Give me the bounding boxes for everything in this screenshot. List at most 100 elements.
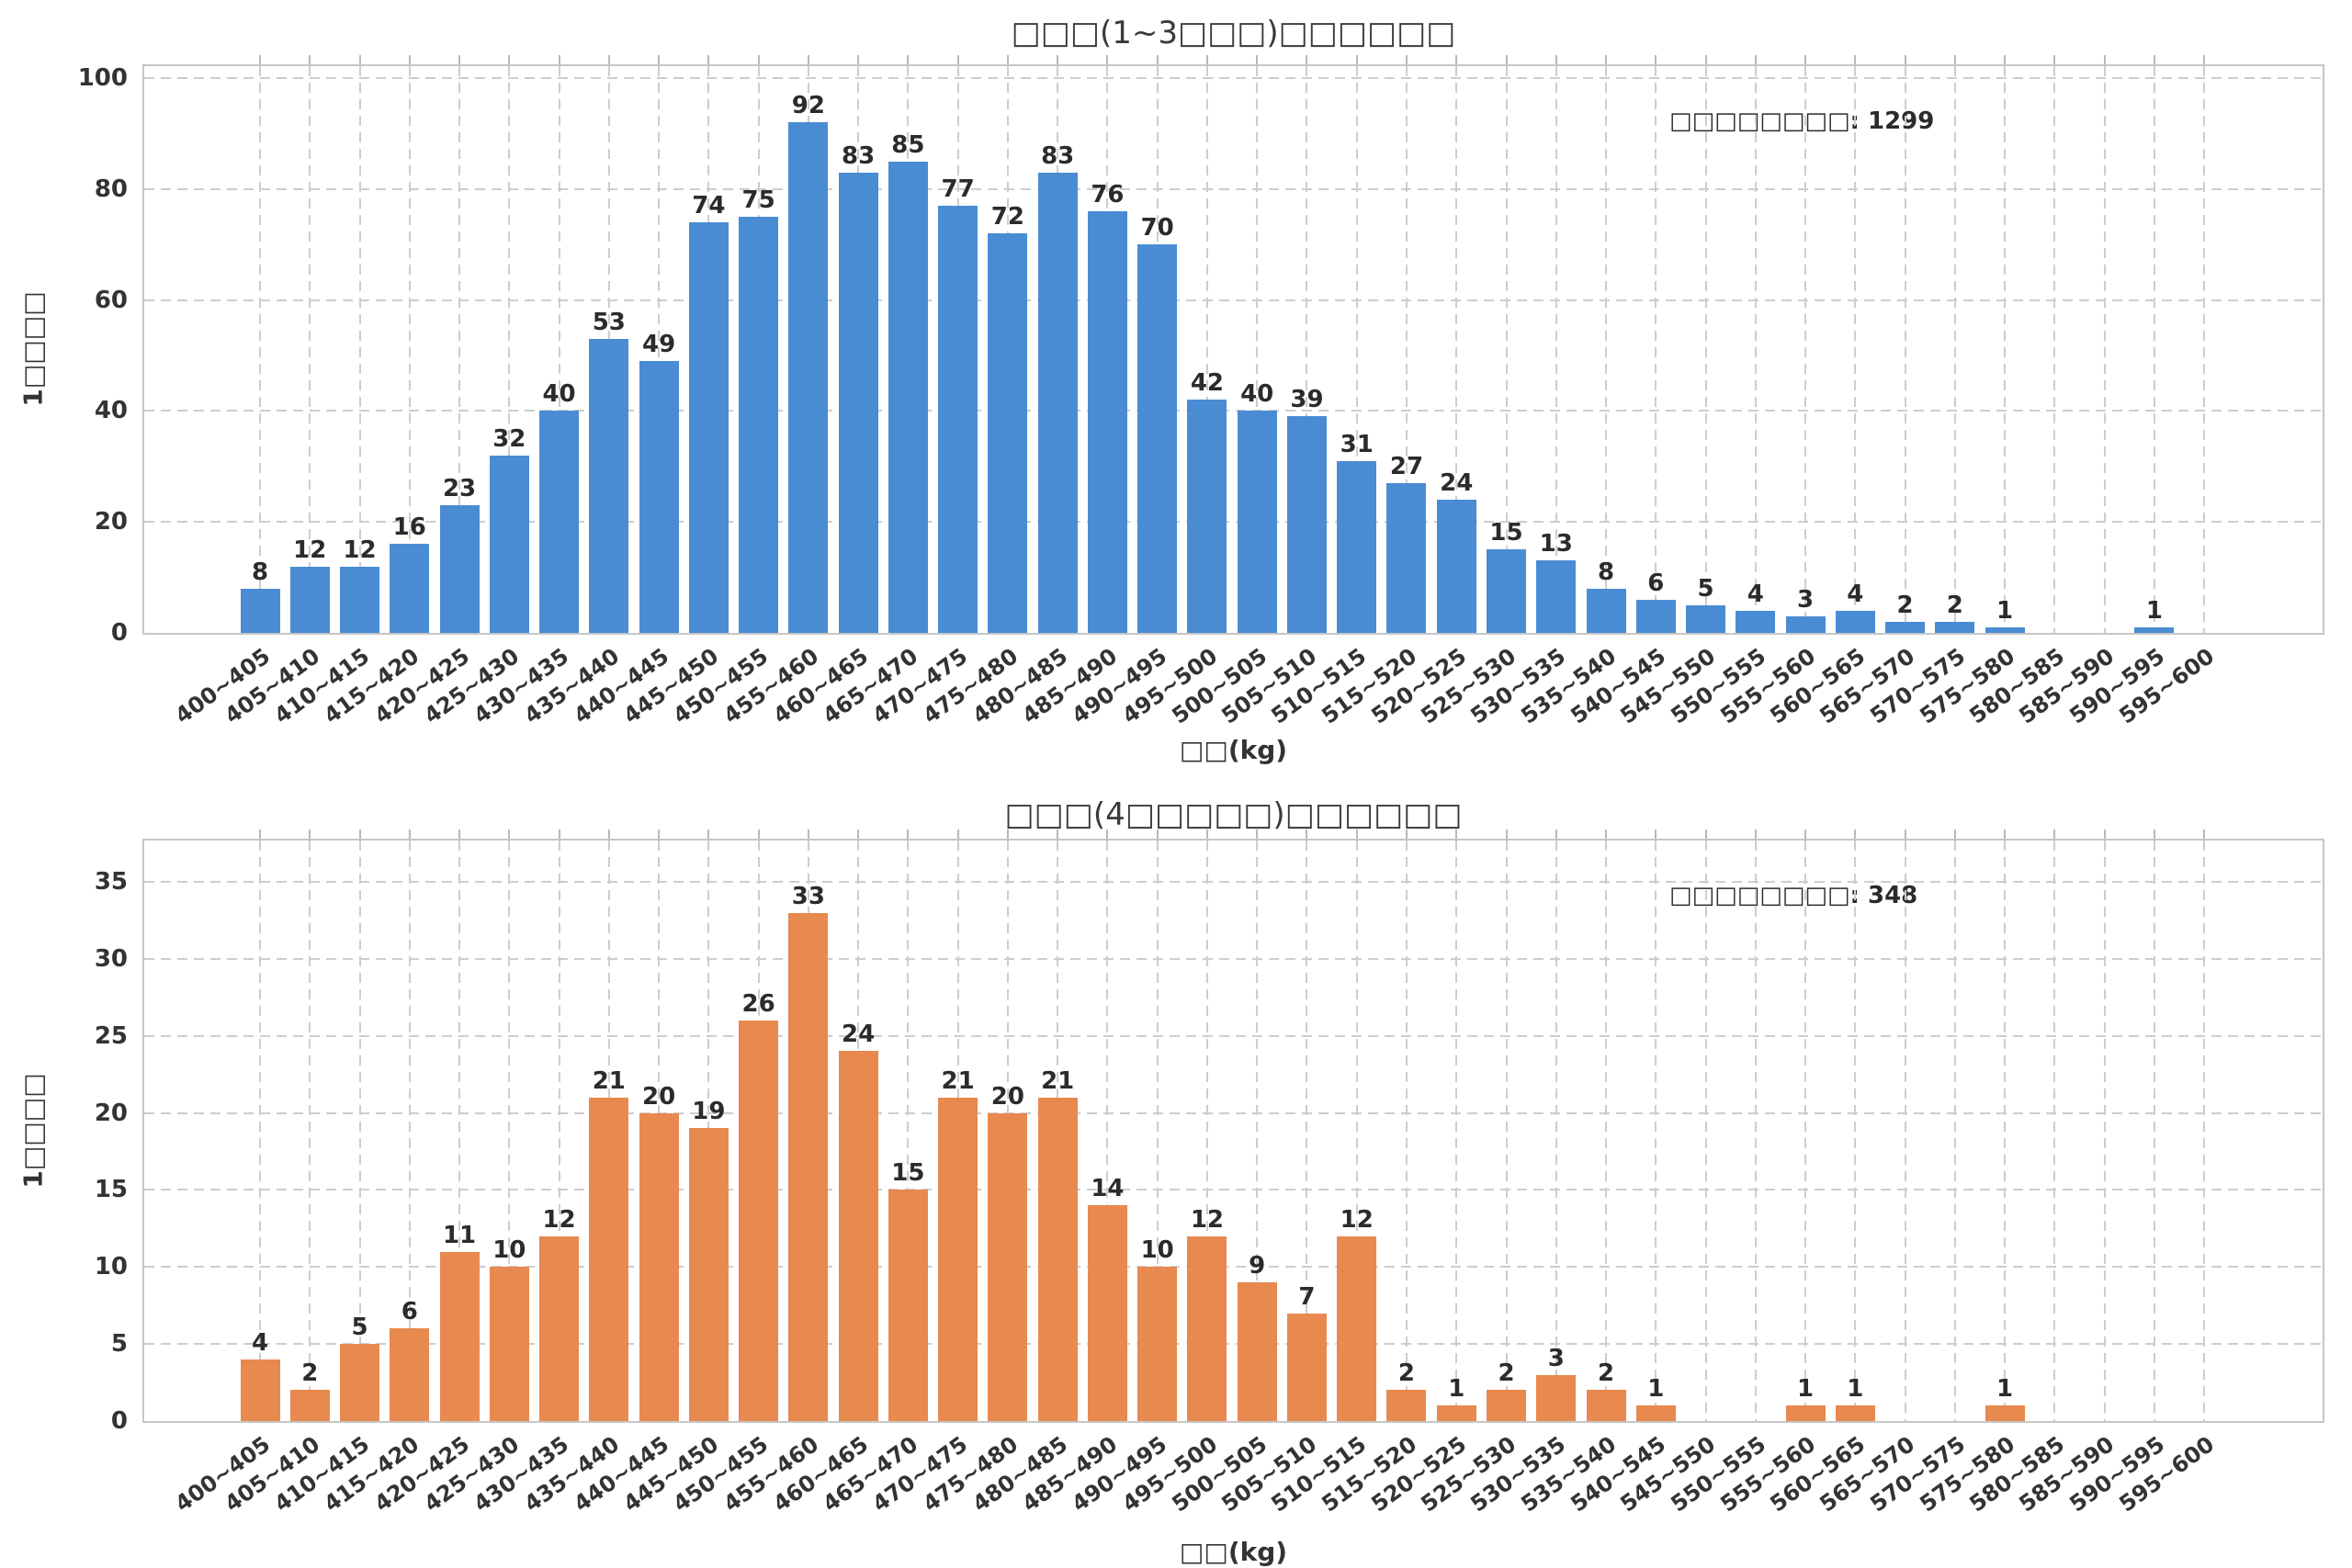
x-tick-mark bbox=[1205, 829, 1208, 839]
x-tick-mark bbox=[1804, 829, 1807, 839]
gridline-vertical bbox=[508, 840, 511, 1421]
x-tick-mark bbox=[1904, 829, 1906, 839]
bar-value-label: 12 bbox=[542, 1205, 576, 1234]
gridline-horizontal bbox=[144, 299, 2323, 301]
bar bbox=[1835, 610, 1875, 633]
x-tick-mark bbox=[658, 829, 661, 839]
bar-value-label: 9 bbox=[1249, 1252, 1266, 1280]
gridline-vertical bbox=[1455, 840, 1458, 1421]
x-tick-mark bbox=[1655, 829, 1657, 839]
bar bbox=[390, 544, 430, 633]
x-tick-mark bbox=[1006, 829, 1009, 839]
gridline-vertical bbox=[1854, 840, 1857, 1421]
x-tick-mark bbox=[807, 829, 809, 839]
bar bbox=[539, 1235, 580, 1421]
bar-value-label: 12 bbox=[293, 536, 327, 564]
gridline-vertical bbox=[358, 66, 361, 633]
bar-value-label: 31 bbox=[1340, 430, 1374, 458]
bar bbox=[788, 122, 829, 633]
bar bbox=[1635, 599, 1676, 633]
gridline-vertical bbox=[1106, 840, 1109, 1421]
gridline-horizontal bbox=[144, 957, 2323, 960]
gridline-vertical bbox=[1904, 66, 1906, 633]
bar-value-label: 1 bbox=[1448, 1375, 1465, 1404]
gridline-vertical bbox=[1306, 840, 1308, 1421]
x-tick-mark bbox=[408, 55, 411, 64]
bar bbox=[1736, 610, 1776, 633]
y-tick-label: 100 bbox=[77, 64, 128, 92]
bar bbox=[1037, 1097, 1078, 1421]
y-tick-label: 15 bbox=[94, 1176, 128, 1204]
x-tick-mark bbox=[1555, 829, 1557, 839]
x-tick-mark bbox=[707, 829, 710, 839]
bar-value-label: 26 bbox=[741, 989, 775, 1018]
gridline-vertical bbox=[1605, 66, 1608, 633]
gridline-vertical bbox=[508, 66, 511, 633]
x-tick-mark bbox=[1754, 55, 1757, 64]
bar bbox=[1935, 621, 1975, 633]
x-tick-mark bbox=[1455, 829, 1458, 839]
x-tick-mark bbox=[1953, 55, 1956, 64]
y-tick-label: 30 bbox=[94, 944, 128, 973]
x-tick-mark bbox=[1754, 829, 1757, 839]
bar-value-label: 10 bbox=[1140, 1236, 1174, 1265]
bar-value-label: 8 bbox=[1597, 558, 1615, 586]
gridline-vertical bbox=[1655, 66, 1657, 633]
x-tick-mark bbox=[1355, 55, 1358, 64]
bar bbox=[1386, 1390, 1427, 1421]
bar bbox=[1137, 1267, 1178, 1421]
y-tick-label: 5 bbox=[110, 1330, 128, 1359]
gridline-horizontal bbox=[144, 1034, 2323, 1037]
bar bbox=[1885, 621, 1926, 633]
bar-value-label: 1 bbox=[1647, 1375, 1665, 1404]
bar-value-label: 11 bbox=[442, 1221, 477, 1249]
bar bbox=[1187, 400, 1227, 633]
bar-value-label: 15 bbox=[891, 1159, 925, 1188]
gridline-vertical bbox=[558, 840, 560, 1421]
bar bbox=[439, 1251, 480, 1421]
gridline-vertical bbox=[1256, 840, 1259, 1421]
bar bbox=[1187, 1235, 1227, 1421]
bar-value-label: 5 bbox=[1697, 574, 1714, 603]
bar bbox=[240, 588, 280, 633]
gridline-vertical bbox=[259, 840, 261, 1421]
gridline-horizontal bbox=[144, 410, 2323, 412]
bar-value-label: 21 bbox=[1041, 1066, 1075, 1095]
bar bbox=[739, 1020, 779, 1421]
bar bbox=[688, 222, 729, 633]
chart-title: □□□(4□□□□□)□□□□□□ bbox=[1004, 796, 1463, 833]
bar-value-label: 6 bbox=[401, 1298, 418, 1326]
bar bbox=[1635, 1405, 1676, 1421]
bar bbox=[988, 233, 1028, 633]
x-tick-mark bbox=[1057, 829, 1059, 839]
bar bbox=[589, 338, 629, 633]
bar-value-label: 1 bbox=[1847, 1375, 1864, 1404]
x-tick-mark bbox=[658, 55, 661, 64]
bar-value-label: 77 bbox=[941, 175, 975, 203]
bar bbox=[938, 205, 978, 633]
x-tick-mark bbox=[2153, 55, 2155, 64]
bar bbox=[1785, 1405, 1826, 1421]
gridline-vertical bbox=[1505, 66, 1508, 633]
bar-value-label: 24 bbox=[1440, 469, 1474, 498]
gridline-vertical bbox=[408, 66, 411, 633]
x-tick-mark bbox=[1256, 829, 1259, 839]
gridline-horizontal bbox=[144, 187, 2323, 190]
x-tick-mark bbox=[707, 55, 710, 64]
gridline-vertical bbox=[1555, 66, 1557, 633]
gridline-horizontal bbox=[144, 77, 2323, 79]
bar-value-label: 1 bbox=[1797, 1375, 1815, 1404]
x-tick-mark bbox=[2103, 55, 2106, 64]
bar-value-label: 75 bbox=[741, 186, 775, 214]
bar-value-label: 12 bbox=[343, 536, 377, 564]
y-tick-label: 60 bbox=[94, 286, 128, 314]
bar bbox=[240, 1359, 280, 1421]
bar bbox=[390, 1328, 430, 1421]
gridline-vertical bbox=[1306, 66, 1308, 633]
bar bbox=[1835, 1405, 1875, 1421]
bar-value-label: 40 bbox=[1240, 380, 1274, 409]
x-tick-mark bbox=[1405, 829, 1408, 839]
x-tick-mark bbox=[259, 829, 261, 839]
x-tick-mark bbox=[956, 55, 959, 64]
bar-value-label: 27 bbox=[1389, 452, 1424, 480]
